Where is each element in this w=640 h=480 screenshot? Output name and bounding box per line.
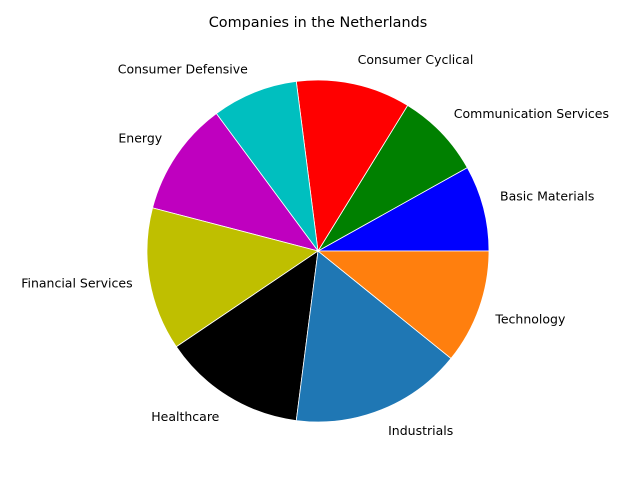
pie-slice-industrials bbox=[295, 250, 452, 423]
pie-slice-label-financial-services: Financial Services bbox=[21, 275, 132, 290]
pie-slice-label-industrials: Industrials bbox=[388, 423, 453, 438]
pie-slice-label-consumer-defensive: Consumer Defensive bbox=[118, 61, 248, 76]
pie-slice-technology bbox=[317, 250, 490, 359]
pie-slices bbox=[146, 79, 490, 423]
pie-slice-energy bbox=[152, 113, 319, 252]
pie-slice-financial-services bbox=[146, 207, 319, 348]
pie-slice-labels: Basic Materials Communication Services Con… bbox=[21, 52, 609, 438]
pie-slice-label-basic-materials: Basic Materials bbox=[500, 189, 594, 204]
pie-slice-label-healthcare: Healthcare bbox=[151, 409, 219, 424]
pie-slice-label-communication-services: Communication Services bbox=[454, 106, 609, 121]
pie-slice-label-consumer-cyclical: Consumer Cyclical bbox=[358, 52, 474, 67]
pie-slice-label-technology: Technology bbox=[494, 311, 566, 326]
pie-slice-consumer-cyclical bbox=[295, 79, 409, 252]
chart-title: Companies in the Netherlands bbox=[209, 15, 427, 31]
pie-slice-healthcare bbox=[175, 250, 319, 422]
pie-slice-label-energy: Energy bbox=[118, 131, 162, 146]
